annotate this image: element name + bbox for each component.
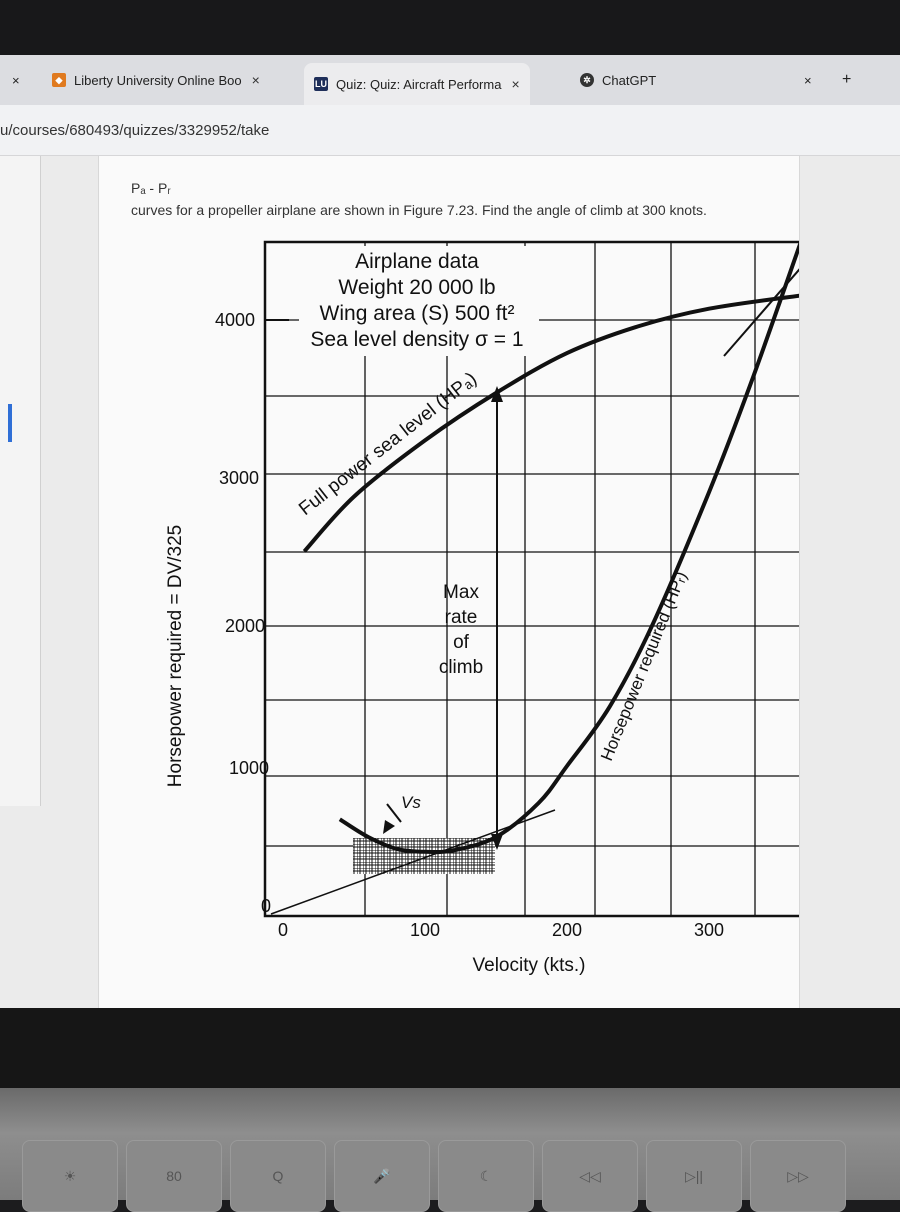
rewind-key[interactable]: ◁◁ (542, 1140, 638, 1212)
tab-chatgpt[interactable]: ✲ ChatGPT (580, 67, 656, 93)
y-tick-label: 2000 (225, 616, 265, 636)
y-tick-label: 4000 (215, 310, 255, 330)
question-text: curves for a propeller airplane are show… (131, 202, 707, 218)
url-text[interactable]: u/courses/680493/quizzes/3329952/take (0, 122, 270, 139)
play-pause-key[interactable]: ▷|| (646, 1140, 742, 1212)
fast-forward-key[interactable]: ▷▷ (750, 1140, 846, 1212)
shield-icon: ◆ (52, 73, 66, 87)
available-power-curve (302, 293, 799, 553)
dictation-key[interactable]: 🎤 (334, 1140, 430, 1212)
down-arrow-icon (491, 834, 503, 850)
tab-label: ChatGPT (602, 72, 657, 88)
stall-pointer (386, 803, 402, 823)
hatched-region (353, 838, 495, 874)
focus-key[interactable]: ☾ (438, 1140, 534, 1212)
x-tick-label: 300 (694, 920, 724, 940)
close-icon[interactable]: × (251, 72, 260, 88)
max-rate-label: rate (445, 607, 478, 628)
curve-extension (723, 268, 799, 357)
max-rate-label: of (453, 632, 470, 653)
max-rate-label: climb (439, 657, 483, 678)
close-icon[interactable]: × (511, 76, 520, 92)
airplane-wing-area: Wing area (S) 500 ft² (320, 302, 515, 325)
required-power-curve (338, 242, 799, 855)
chatgpt-icon: ✲ (580, 73, 594, 87)
stall-speed-label: Vs (401, 793, 421, 812)
up-arrow-icon (491, 386, 503, 402)
tab-quiz[interactable]: LU Quiz: Quiz: Aircraft Performa × (304, 63, 530, 105)
available-curve-label: Full power sea level (HPₐ) (295, 368, 481, 520)
page-content: Pₐ - Pᵣ curves for a propeller airplane … (0, 156, 900, 1008)
max-rate-label: Max (443, 582, 479, 603)
x-axis-title: Velocity (kts.) (473, 955, 586, 976)
focus-indicator (8, 404, 12, 442)
question-formula: Pₐ - Pᵣ (131, 180, 171, 196)
plot-frame (263, 240, 799, 918)
laptop-bezel (0, 1008, 900, 1088)
airplane-data-title: Airplane data (355, 250, 479, 273)
new-tab-button[interactable]: + (842, 67, 851, 93)
close-icon[interactable]: × (804, 72, 812, 88)
search-key[interactable]: Q (230, 1140, 326, 1212)
question-card: Pₐ - Pᵣ curves for a propeller airplane … (98, 156, 800, 1008)
address-bar[interactable]: u/courses/680493/quizzes/3329952/take (0, 105, 900, 156)
left-sidebar (0, 156, 41, 806)
y-tick-label: 1000 (229, 758, 269, 778)
tab-label: Quiz: Quiz: Aircraft Performa (336, 76, 502, 92)
browser-tab-bar: × ◆ Liberty University Online Boo × LU Q… (0, 55, 900, 106)
y-tick-label: 0 (261, 896, 271, 916)
y-tick-label: 3000 (219, 468, 259, 488)
close-icon[interactable]: × (12, 72, 20, 88)
brightness-key[interactable]: ☀ (22, 1140, 118, 1212)
airplane-density: Sea level density σ = 1 (310, 328, 523, 351)
y-axis-title: Horsepower required = DV/325 (165, 525, 186, 787)
mission-control-key[interactable]: 80 (126, 1140, 222, 1212)
stall-arrow-icon (383, 820, 395, 834)
tab-close-partial[interactable]: × (12, 67, 20, 93)
tab-label: Liberty University Online Boo (74, 72, 242, 88)
required-curve-label: Horsepower required (HPᵣ) (597, 569, 690, 764)
tab-liberty[interactable]: ◆ Liberty University Online Boo × (52, 67, 260, 93)
figure-7-23: Airplane data Weight 20 000 lb Wing area… (165, 240, 799, 976)
airplane-weight: Weight 20 000 lb (338, 276, 495, 299)
x-tick-label: 100 (410, 920, 440, 940)
plus-icon[interactable]: + (842, 71, 852, 88)
tangent-line (270, 809, 556, 915)
x-tick-label: 200 (552, 920, 582, 940)
airplane-data-box (299, 246, 539, 356)
lu-icon: LU (314, 77, 328, 91)
x-tick-label: 0 (278, 920, 288, 940)
screen-bezel (0, 0, 900, 55)
window-close[interactable]: × (804, 67, 812, 93)
